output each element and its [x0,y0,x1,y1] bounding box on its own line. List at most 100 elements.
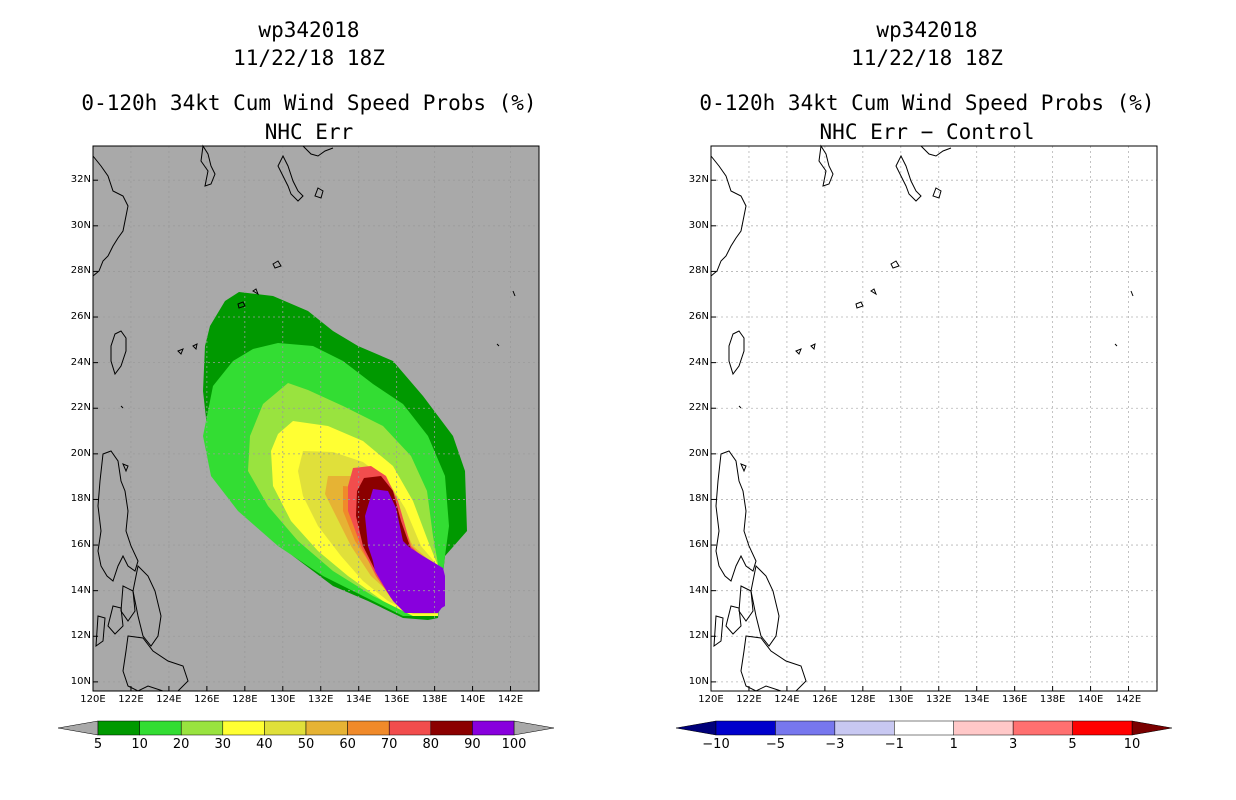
lon-tick-label: 128E [850,694,876,705]
lat-tick-label: 20N [688,447,709,459]
subtitle: NHC Err [264,120,354,144]
lon-tick-label: 138E [421,694,448,705]
colorbar-label: 30 [214,737,232,752]
lon-tick-label: 122E [736,694,762,705]
lat-tick-label: 28N [688,265,709,277]
difference-map [710,144,1158,692]
colorbar-swatch [430,720,473,736]
lon-tick-label: 128E [232,694,258,705]
colorbar-label: 20 [172,737,190,752]
lat-tick-label: 26N [688,311,709,323]
lat-tick-label: 16N [688,539,709,551]
datetime-title: 11/22/18 18Z [851,46,1003,70]
colorbar-swatch [305,720,348,736]
lat-tick-label: 30N [688,219,709,231]
lon-tick-label: 142E [497,694,524,705]
left-panel: wp342018 11/22/18 18Z 0-120h 34kt Cum Wi… [58,18,554,752]
lon-tick-label: 132E [926,694,952,705]
lon-tick-label: 132E [308,694,334,705]
lat-tick-label: 16N [70,539,91,551]
colorbar-swatch [1072,720,1133,736]
map-frame [710,145,1158,692]
colorbar-label: −5 [765,737,785,752]
colorbar-label: 10 [1123,737,1141,752]
colorbar [58,720,554,736]
colorbar-label: 100 [501,737,527,752]
lat-tick-label: 18N [70,493,91,505]
lon-tick-label: 122E [118,694,144,705]
colorbar-swatch [834,720,895,736]
storm-id-title: wp342018 [258,18,360,42]
colorbar-swatch [715,720,776,736]
lat-tick-label: 22N [688,402,709,414]
colorbar-swatch [472,720,515,736]
lat-tick-label: 32N [688,174,709,186]
lon-tick-label: 120E [698,694,724,705]
lat-tick-label: 20N [70,447,91,459]
map-frame [92,145,540,692]
grid-lines [711,146,1157,691]
colorbar [676,720,1172,736]
datetime-title: 11/22/18 18Z [233,46,385,70]
lon-tick-label: 140E [1077,694,1104,705]
probability-map [92,144,540,692]
lon-tick-label: 136E [383,694,410,705]
colorbar-label: 50 [297,737,315,752]
subtitle: NHC Err − Control [819,120,1035,144]
probability-contours [203,292,467,620]
colorbar-label: 1 [949,737,958,752]
colorbar-label: 90 [464,737,481,752]
lon-tick-label: 142E [1115,694,1142,705]
colorbar-label: 3 [1009,737,1018,752]
colorbar-swatch [1012,720,1073,736]
lon-tick-label: 134E [345,694,372,705]
lat-tick-label: 10N [688,675,709,687]
colorbar-label: −10 [702,737,730,752]
colorbar-label: 5 [1068,737,1077,752]
colorbar-label: −3 [825,737,845,752]
colorbar-swatch [222,720,265,736]
lon-tick-label: 140E [459,694,486,705]
colorbar-label: 60 [339,737,356,752]
colorbar-swatch [264,720,307,736]
colorbar-swatch [139,720,182,736]
lat-tick-label: 30N [70,219,91,231]
lon-tick-label: 134E [963,694,990,705]
lat-tick-label: 12N [688,630,709,642]
grid-lines [93,146,539,691]
lon-tick-label: 126E [812,694,838,705]
lat-tick-label: 14N [70,584,91,596]
colorbar-label: 70 [380,737,398,752]
lat-tick-label: 10N [70,675,91,687]
lat-tick-label: 22N [70,402,91,414]
right-panel: wp342018 11/22/18 18Z 0-120h 34kt Cum Wi… [618,0,1236,800]
colorbar-over-triangle [513,720,554,736]
colorbar-under-triangle [58,720,99,736]
colorbar-label: 5 [93,737,103,752]
lat-tick-label: 24N [688,356,709,368]
lon-tick-label: 136E [1001,694,1028,705]
lon-tick-label: 130E [270,694,296,705]
colorbar-under-triangle [676,720,717,736]
colorbar-swatch [775,720,836,736]
colorbar-swatch [953,720,1014,736]
contour-100 [369,494,445,613]
storm-id-title: wp342018 [876,18,978,42]
product-title: 0-120h 34kt Cum Wind Speed Probs (%) [699,91,1155,115]
colorbar-label: 80 [422,737,440,752]
lon-tick-label: 124E [156,694,182,705]
lat-tick-label: 28N [70,265,91,277]
lon-tick-label: 120E [80,694,106,705]
colorbar-label: −1 [884,737,904,752]
lon-tick-label: 124E [774,694,800,705]
lat-tick-label: 24N [70,356,91,368]
lat-tick-label: 18N [688,493,709,505]
lon-tick-label: 138E [1039,694,1066,705]
colorbar-swatch [894,720,954,736]
colorbar-label: 40 [256,737,273,752]
lat-tick-label: 14N [688,584,709,596]
lon-tick-label: 126E [194,694,220,705]
colorbar-swatch [388,720,432,736]
lat-tick-label: 26N [70,311,91,323]
colorbar-swatch [347,720,390,736]
